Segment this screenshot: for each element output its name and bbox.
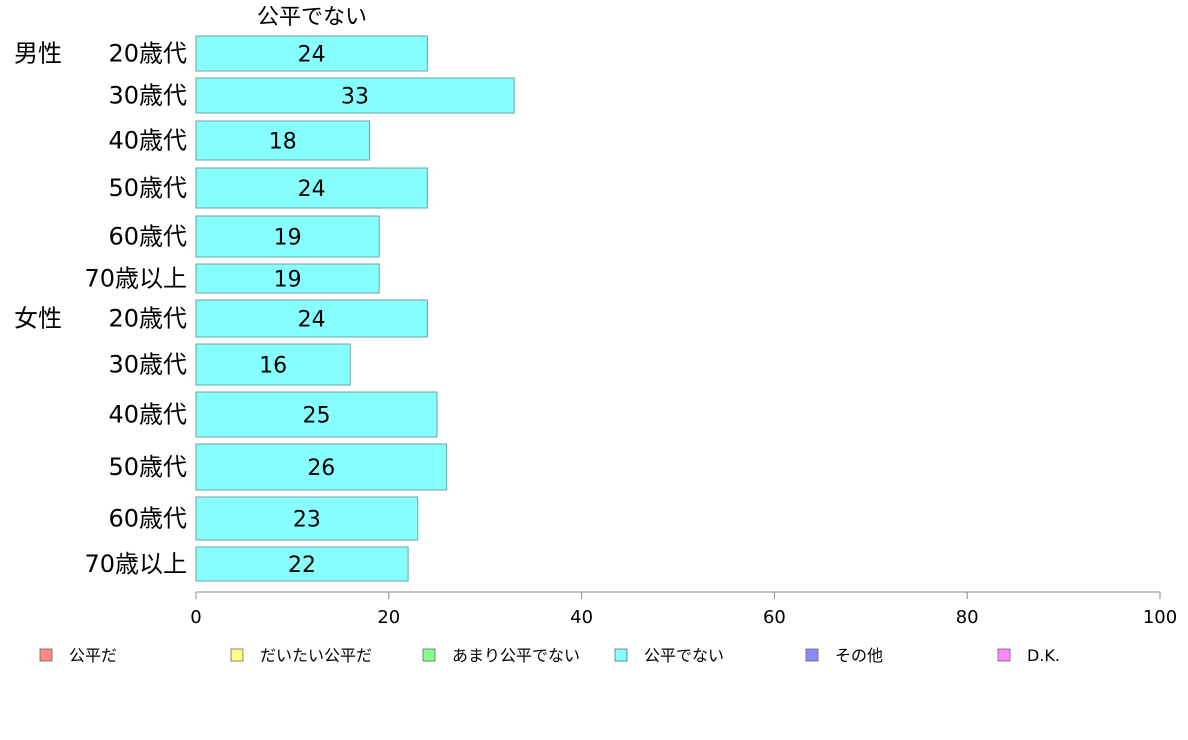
bar-value-label: 25 <box>303 404 331 429</box>
x-tick-label: 60 <box>763 607 786 628</box>
bar-value-label: 33 <box>341 85 369 110</box>
category-label: 70歳以上 <box>84 265 187 293</box>
category-label: 70歳以上 <box>84 550 187 578</box>
x-axis: 0 20 40 60 80 100 <box>190 591 1177 628</box>
category-label: 50歳代 <box>108 453 187 481</box>
bar-value-label: 24 <box>298 177 326 202</box>
legend-label: だいたい公平だ <box>260 646 372 665</box>
legend-label: 公平でない <box>644 646 724 665</box>
category-label: 60歳代 <box>108 223 187 251</box>
bar <box>195 77 515 114</box>
category-label: 40歳代 <box>108 401 187 429</box>
x-tick-label: 20 <box>377 607 400 628</box>
bar-value-label: 18 <box>269 130 297 155</box>
bar <box>195 496 419 541</box>
bar <box>195 215 380 258</box>
bar <box>195 343 351 386</box>
category-label: 40歳代 <box>108 127 187 155</box>
legend-swatch <box>422 648 436 662</box>
bar <box>195 263 380 294</box>
legend-swatch <box>805 648 819 662</box>
legend-swatch <box>39 648 53 662</box>
category-label: 30歳代 <box>108 82 187 110</box>
x-tick-label: 0 <box>190 607 201 628</box>
bar <box>195 35 428 72</box>
x-tick-label: 100 <box>1143 607 1177 628</box>
category-label: 20歳代 <box>108 40 187 68</box>
chart-title: 公平でない <box>257 5 367 30</box>
bar-value-label: 26 <box>307 456 335 481</box>
legend-label: あまり公平でない <box>452 646 580 665</box>
bar-value-label: 19 <box>274 268 302 293</box>
group-label: 女性 <box>14 305 62 333</box>
bar-value-label: 23 <box>293 508 321 533</box>
bar-value-label: 24 <box>298 308 326 333</box>
bar <box>195 391 438 438</box>
legend: 公平だ だいたい公平だ あまり公平でない 公平でない その他 D.K. <box>39 646 1060 665</box>
category-label: 60歳代 <box>108 505 187 533</box>
bar <box>195 546 409 582</box>
x-tick-label: 40 <box>570 607 593 628</box>
legend-label: 公平だ <box>69 646 117 665</box>
bar <box>195 299 428 338</box>
bar-value-label: 24 <box>298 43 326 68</box>
category-label: 20歳代 <box>108 305 187 333</box>
bar <box>195 120 371 161</box>
bar-value-label: 19 <box>274 226 302 251</box>
bar <box>195 167 428 209</box>
legend-swatch <box>230 648 244 662</box>
legend-label: D.K. <box>1027 646 1060 665</box>
category-label: 50歳代 <box>108 174 187 202</box>
category-label: 30歳代 <box>108 351 187 379</box>
legend-label: その他 <box>835 646 883 665</box>
bar-value-label: 16 <box>259 354 287 379</box>
bar-value-label: 22 <box>288 553 316 578</box>
x-tick-label: 80 <box>956 607 979 628</box>
category-labels: 20歳代 30歳代 40歳代 50歳代 60歳代 70歳以上 20歳代 30歳代 40歳代 50歳… <box>14 40 187 579</box>
legend-swatch <box>997 648 1011 662</box>
bar <box>195 443 448 491</box>
group-label: 男性 <box>14 40 62 68</box>
legend-swatch <box>614 648 628 662</box>
